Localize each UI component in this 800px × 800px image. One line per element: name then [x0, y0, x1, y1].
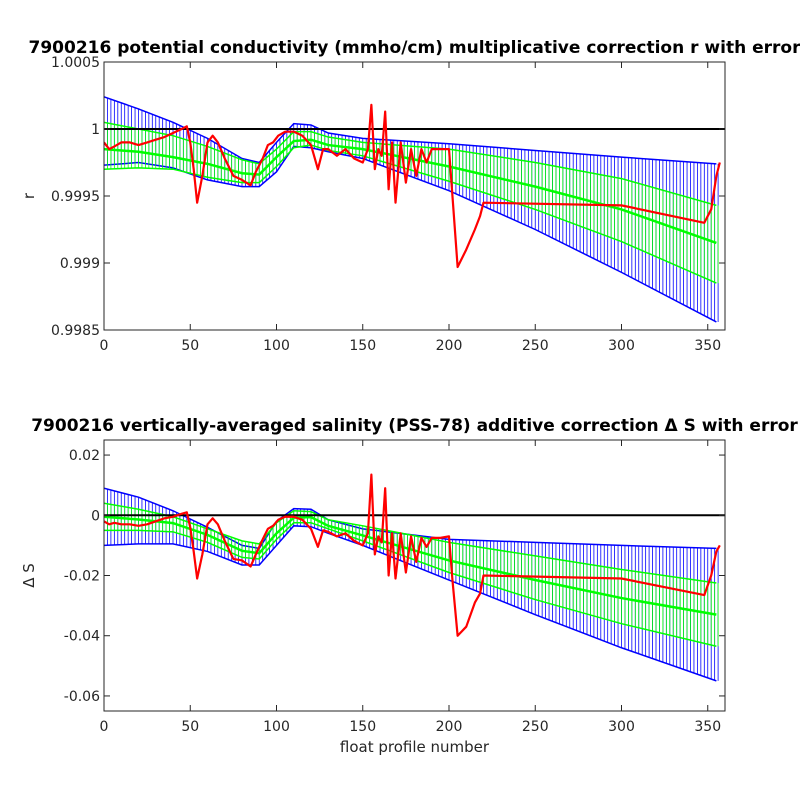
correction-line [104, 103, 721, 269]
x-tick-label: 100 [263, 719, 290, 735]
x-tick-label: 200 [436, 719, 463, 735]
x-tick-label: 350 [694, 338, 721, 354]
y-axis-label: Δ S [20, 563, 38, 588]
x-tick-label: 350 [694, 719, 721, 735]
y-tick-label: 0.9985 [51, 323, 100, 339]
conductivity-correction-chart: 7900216 potential conductivity (mmho/cm)… [20, 38, 800, 354]
fit-line [104, 138, 717, 245]
y-tick-label: 0.9995 [51, 189, 100, 205]
salinity-correction-chart: 7900216 vertically-averaged salinity (PS… [20, 416, 798, 756]
inner-error-lower-bound [104, 522, 717, 647]
x-tick-label: 0 [100, 338, 109, 354]
y-tick-label: 0 [91, 508, 100, 524]
y-tick-label: -0.04 [64, 629, 100, 645]
chart-title: 7900216 vertically-averaged salinity (PS… [31, 416, 798, 436]
x-tick-label: 250 [522, 719, 549, 735]
outer-error-lower-bound [104, 145, 717, 323]
y-tick-label: -0.06 [64, 689, 100, 705]
x-tick-label: 150 [349, 338, 376, 354]
x-tick-label: 300 [608, 719, 635, 735]
x-tick-label: 50 [181, 719, 199, 735]
x-tick-label: 100 [263, 338, 290, 354]
inner-error-upper-bound [104, 502, 717, 584]
outer-error-lower-bound [104, 525, 717, 682]
outer-error-upper-bound [104, 487, 717, 550]
x-tick-label: 300 [608, 338, 635, 354]
correction-line [104, 473, 721, 637]
x-tick-label: 150 [349, 719, 376, 735]
x-tick-label: 200 [436, 338, 463, 354]
x-tick-label: 0 [100, 719, 109, 735]
outer-error-bars [104, 96, 719, 322]
x-tick-label: 50 [181, 338, 199, 354]
y-axis-label: r [20, 192, 38, 199]
plot-area [104, 473, 725, 682]
x-tick-label: 250 [522, 338, 549, 354]
x-axis-label: float profile number [340, 738, 490, 756]
y-tick-label: 1.0005 [51, 55, 100, 71]
inner-error-lower-bound [104, 144, 717, 284]
chart-title: 7900216 potential conductivity (mmho/cm)… [29, 38, 800, 58]
y-tick-label: -0.02 [64, 569, 100, 585]
y-tick-label: 1 [91, 122, 100, 138]
y-tick-label: 0.999 [60, 256, 100, 272]
y-tick-label: 0.02 [69, 448, 100, 464]
plot-area [104, 96, 725, 323]
outer-error-bars [104, 488, 719, 681]
